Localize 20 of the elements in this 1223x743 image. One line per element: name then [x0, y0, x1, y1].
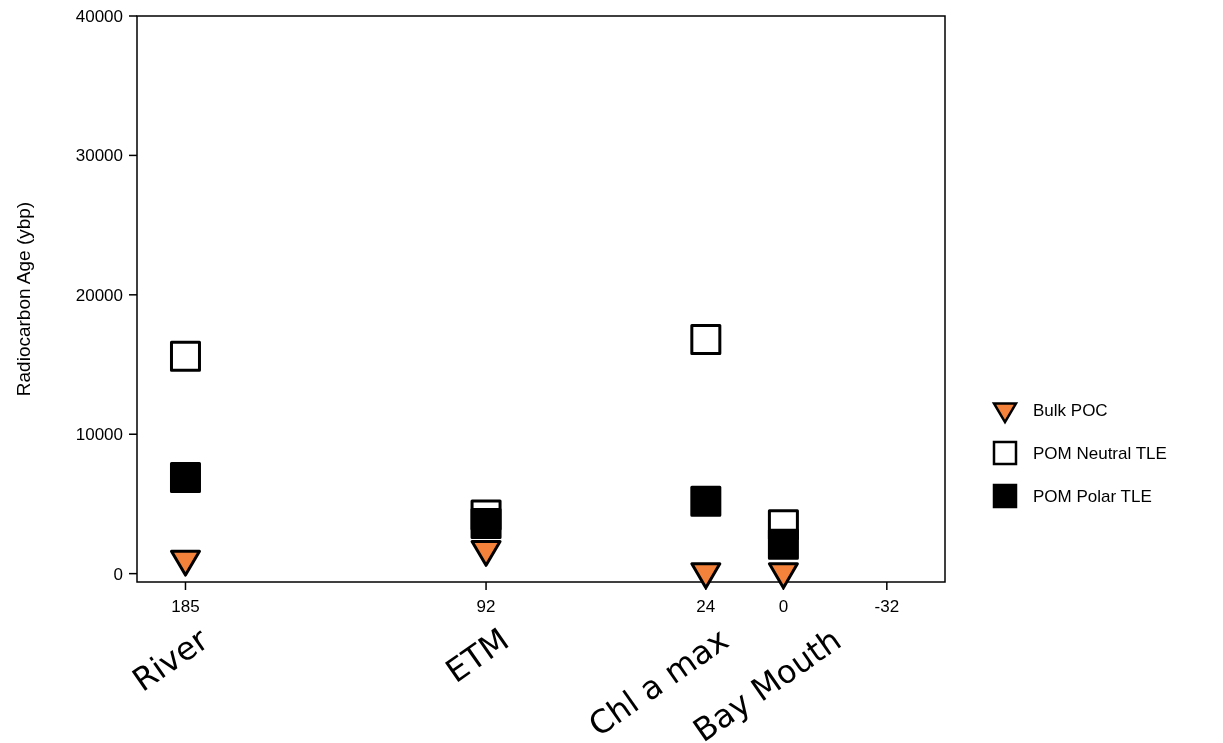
point	[690, 323, 722, 355]
x-tick-label: 185	[171, 597, 200, 616]
x-tick-label: 24	[696, 597, 716, 616]
legend-label: POM Neutral TLE	[1033, 443, 1167, 463]
y-tick-label: 30000	[75, 146, 123, 166]
x-tick-label: 0	[778, 597, 789, 616]
y-tick-label: 0	[113, 564, 123, 584]
point	[767, 528, 799, 560]
x-tick-label: 92	[476, 597, 496, 616]
point	[169, 461, 201, 493]
y-tick-label: 10000	[75, 425, 123, 445]
point	[169, 340, 201, 372]
point	[690, 485, 722, 517]
legend-label: POM Polar TLE	[1033, 486, 1152, 506]
legend-label: Bulk POC	[1033, 400, 1108, 420]
y-tick-label: 40000	[75, 6, 123, 26]
x-tick-label: -32	[874, 597, 900, 616]
y-tick-label: 20000	[75, 285, 123, 305]
y-axis-title: Radiocarbon Age (ybp)	[13, 201, 34, 397]
point	[470, 507, 502, 539]
